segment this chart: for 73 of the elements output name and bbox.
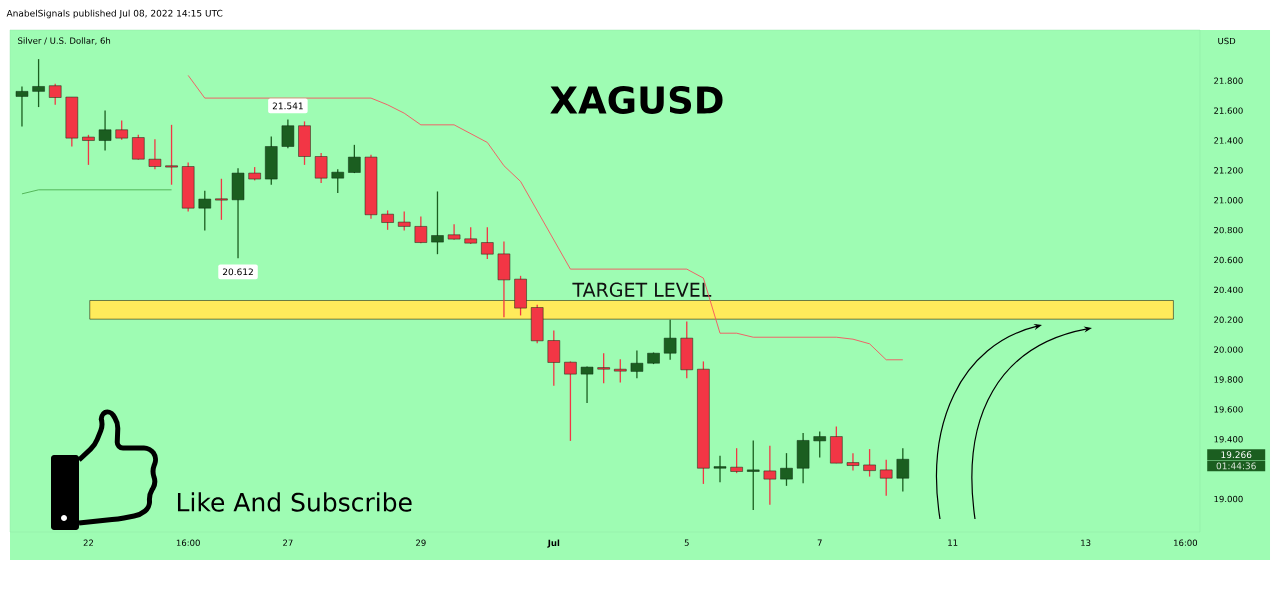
candlestick [281,118,295,149]
candlestick [846,452,860,472]
candlestick [148,138,162,170]
x-tick-label: 27 [283,539,293,546]
y-tick-label: 20.600 [1214,256,1243,264]
y-tick-label: 19.000 [1214,495,1243,503]
candlestick [115,119,128,141]
y-tick-label: 20.800 [1214,226,1243,234]
candlestick [580,365,594,404]
candlestick [663,319,677,361]
y-tick-label: 19.800 [1214,376,1243,383]
candlestick [314,152,328,184]
y-tick-label: 21.800 [1214,77,1243,84]
y-tick-label: 20.000 [1214,346,1243,353]
x-tick-label: Jul [547,539,560,548]
candlestick [896,447,910,493]
candlestick [431,190,444,255]
annotation: 21.541 [272,102,303,110]
candlestick [863,448,876,478]
annotation: Like And Subscribe [177,492,412,512]
text: 01:44:36 [1216,462,1256,470]
candlestick [481,226,494,260]
x-tick-label: 5 [684,539,689,546]
candlestick [198,190,212,232]
candlestick [48,83,62,106]
text: 19.266 [1221,451,1252,459]
text: Silver / U.S. Dollar, 6h [18,37,111,45]
text: AnabelSignals published Jul 08, 2022 14:15 UTC [6,9,223,19]
candlestick [398,210,411,232]
x-tick-label: 16:00 [1174,539,1198,546]
candlestick [730,447,743,474]
candlestick [215,178,228,221]
y-tick-label: 21.600 [1214,107,1243,114]
x-tick-label: 13 [1081,539,1091,546]
y-tick-label: 20.200 [1214,316,1243,323]
candlestick [763,445,777,506]
candlestick [447,223,461,241]
candlestick [597,352,610,384]
y-tick-label: 20.400 [1214,286,1243,294]
candlestick [747,439,760,511]
candlestick [713,455,727,483]
candlestick [547,329,561,387]
y-tick-label: 21.000 [1214,197,1243,204]
candlestick [780,452,793,487]
x-tick-label: 11 [948,539,958,546]
candlestick [879,459,893,497]
x-tick-label: 29 [416,539,426,546]
candlestick [564,360,577,442]
candlestick [165,124,178,186]
y-tick-label: 19.600 [1214,406,1243,413]
band-label: TARGET LEVEL [572,282,712,297]
candlestick [614,358,627,384]
candlestick [348,144,361,174]
x-tick-label: 7 [817,539,822,546]
y-tick-label: 21.400 [1214,137,1243,144]
candlestick [15,85,29,128]
y-tick-label: 19.400 [1214,436,1243,443]
y-tick-label: 21.200 [1214,167,1243,174]
candlestick [630,349,644,379]
line-series [187,74,904,361]
text: XAGUSD [550,86,723,114]
candlestick [132,134,145,161]
candlestick [381,209,394,231]
candlestick [82,134,95,166]
candlestick [98,109,112,152]
x-tick-label: 22 [83,539,94,546]
candlestick [32,58,45,108]
y-axis-title: USD [1218,37,1236,45]
annotation: 20.612 [222,268,253,276]
candlestick [414,215,428,244]
x-tick-label: 16:00 [176,539,200,546]
candlestick [813,430,826,459]
candlestick [331,168,344,194]
